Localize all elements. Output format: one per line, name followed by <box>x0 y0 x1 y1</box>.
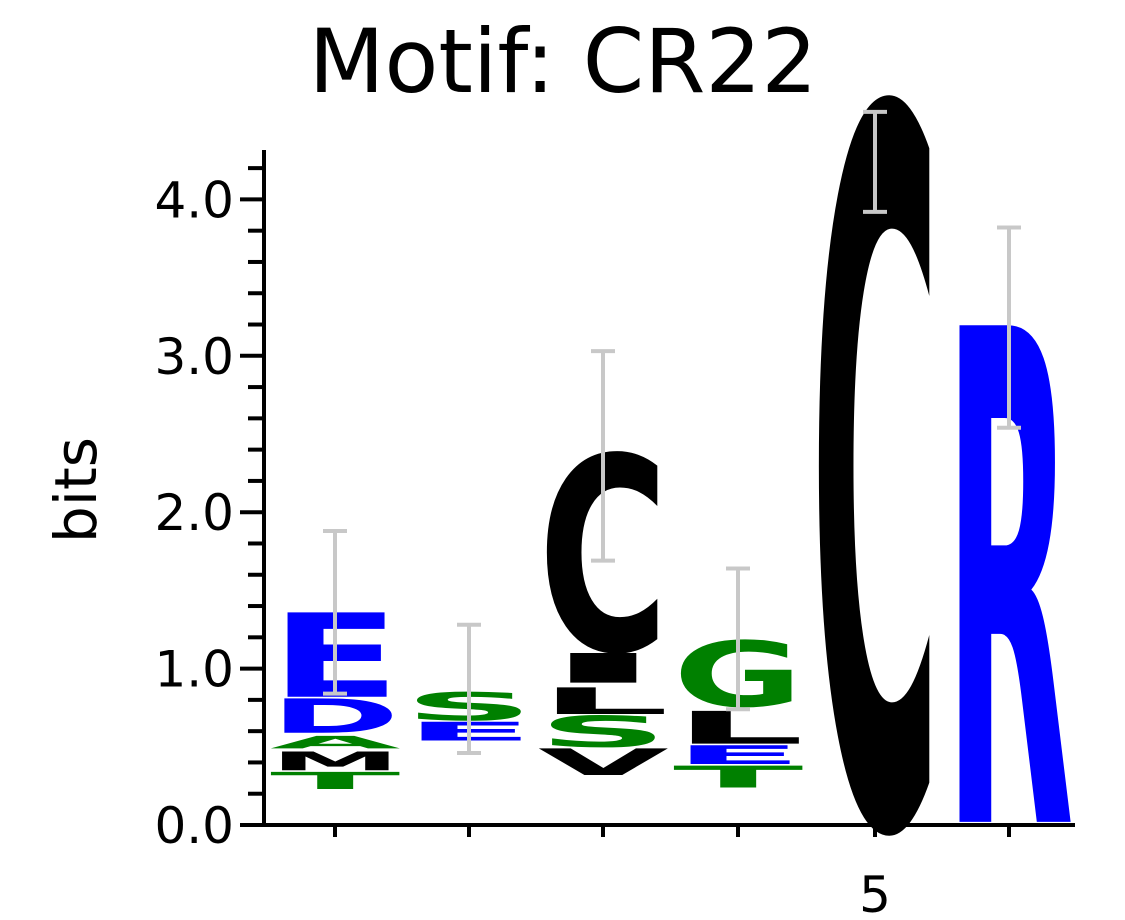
logo-letter-v: V <box>538 741 669 783</box>
logo-letter-a: A <box>270 733 401 753</box>
logo-letter-t: T <box>673 760 803 795</box>
logo-letter-s: S <box>538 707 668 757</box>
logo-letter-m: M <box>270 747 401 777</box>
logo-letter-t: T <box>270 767 401 794</box>
logo-letter-e: E <box>673 740 804 770</box>
error-bars <box>323 109 1021 756</box>
y-tick-label: 3.0 <box>154 328 234 386</box>
logo-letter-l: L <box>538 680 669 723</box>
y-tick-label: 0.0 <box>154 797 234 855</box>
y-tick-label: 2.0 <box>154 484 234 542</box>
y-tick-label: 4.0 <box>154 171 234 229</box>
logo-letter-i: I <box>538 645 669 692</box>
x-tick-label: 5 <box>859 866 891 920</box>
chart-title: Motif: CR22 <box>309 10 818 113</box>
letter-stacks: TMADEESVSLICTELGCR <box>270 0 1074 920</box>
logo-letter-d: D <box>270 690 400 745</box>
y-tick-label: 1.0 <box>154 641 234 699</box>
axes: 0.0 1.0 2.0 3.0 4.0 5 <box>154 150 1075 920</box>
y-axis-label: bits <box>42 437 110 543</box>
